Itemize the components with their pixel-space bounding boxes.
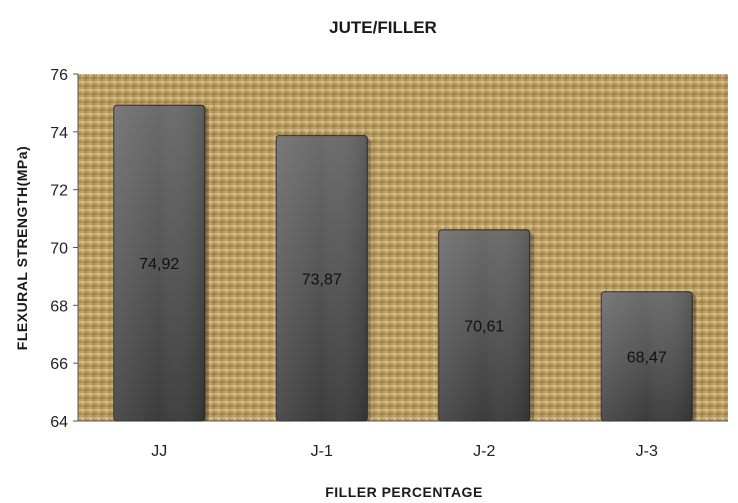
x-tick-label: J-3 — [636, 443, 658, 460]
x-tick-label: J-1 — [311, 443, 333, 460]
bar-highlight — [601, 291, 693, 421]
y-axis-title: FLEXURAL STRENGTH(MPa) — [14, 146, 30, 350]
x-axis-title: FILLER PERCENTAGE — [325, 484, 483, 500]
data-label: 74,92 — [139, 256, 179, 273]
y-tick-label: 70 — [50, 241, 68, 258]
y-tick-group: 64 66 68 70 72 74 76 — [50, 67, 78, 431]
x-tick-label: JJ — [151, 443, 167, 460]
y-tick-label: 72 — [50, 183, 68, 200]
x-tick-group: JJ J-1 J-2 J-3 — [151, 443, 658, 460]
bar-highlight — [113, 105, 205, 421]
bar-group: 74,92 73,87 70,61 68,47 — [113, 104, 697, 422]
y-tick-label: 74 — [50, 125, 68, 142]
x-tick-label: J-2 — [473, 443, 495, 460]
bar-highlight — [276, 135, 368, 421]
chart-title: JUTE/FILLER — [329, 18, 437, 37]
bar-highlight — [438, 229, 530, 421]
y-tick-label: 66 — [50, 356, 68, 373]
y-tick-label: 68 — [50, 298, 68, 315]
y-tick-label: 64 — [50, 414, 68, 431]
y-tick-label: 76 — [50, 67, 68, 84]
data-label: 70,61 — [464, 318, 504, 335]
data-label: 68,47 — [627, 349, 667, 366]
data-label: 73,87 — [302, 271, 342, 288]
